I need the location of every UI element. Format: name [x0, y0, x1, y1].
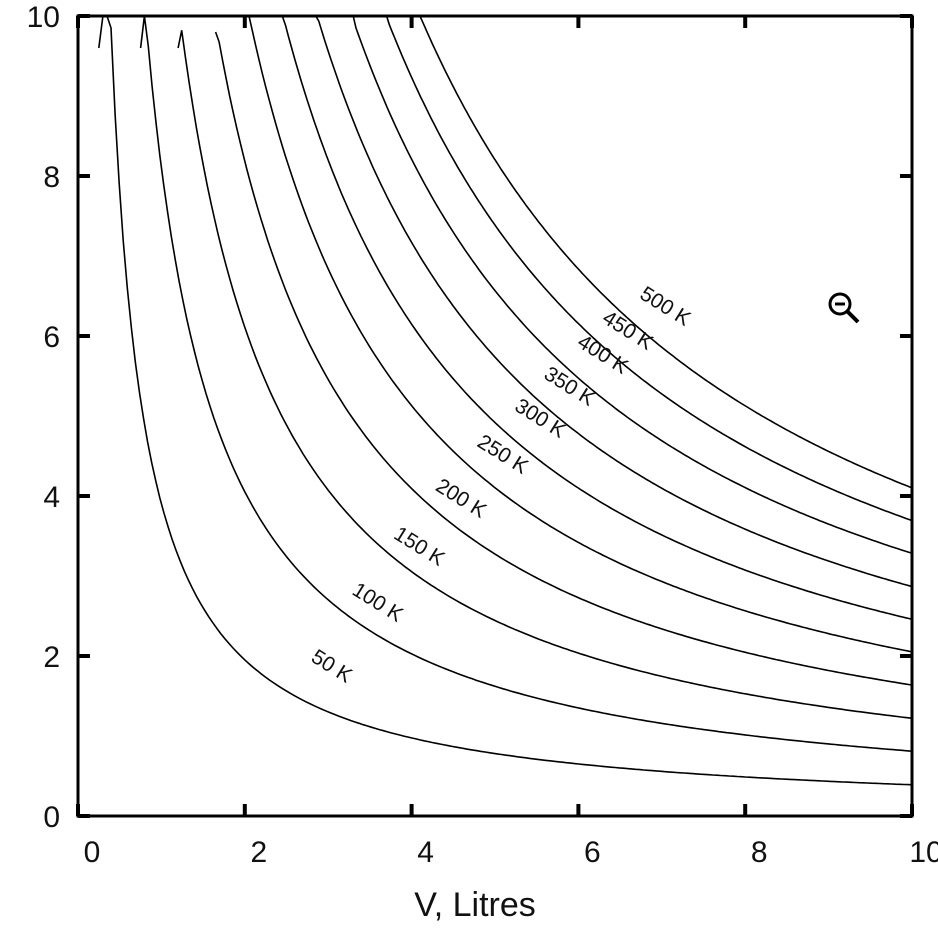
plot-frame [76, 14, 914, 818]
y-tick-label-6: 6 [43, 321, 60, 354]
isotherm-150k [177, 30, 913, 720]
isotherm-400k [352, 15, 913, 555]
tick-labels-layer: 0 2 4 6 8 10 0 2 4 6 8 10 [27, 1, 938, 869]
curve-label-50k: 50 K [307, 645, 356, 687]
curves-layer [98, 15, 913, 786]
isotherm-200k [214, 31, 913, 686]
zoom-out-icon[interactable] [828, 292, 860, 324]
curve-label-150k: 150 K [390, 522, 449, 571]
isotherm-350k [315, 15, 913, 588]
y-tick-label-0: 0 [43, 801, 60, 834]
x-tick-label-8: 8 [751, 836, 768, 869]
isotherm-450k [385, 15, 913, 522]
isotherm-50k [98, 15, 913, 786]
isotherm-500k [419, 15, 913, 489]
ticks-layer [76, 14, 914, 818]
curve-label-250k: 250 K [473, 430, 532, 479]
x-tick-label-6: 6 [584, 836, 601, 869]
y-tick-label-10: 10 [27, 1, 60, 34]
x-axis-title: V, Litres [414, 886, 536, 924]
y-tick-label-8: 8 [43, 161, 60, 194]
y-tick-label-4: 4 [43, 481, 60, 514]
x-tick-label-0: 0 [84, 836, 101, 869]
y-tick-label-2: 2 [43, 641, 60, 674]
isotherm-250k [248, 15, 913, 653]
curve-label-500k: 500 K [636, 282, 695, 331]
isotherm-100k [139, 15, 913, 752]
x-tick-label-4: 4 [417, 836, 434, 869]
x-tick-label-10: 10 [909, 836, 938, 869]
isotherm-300k [281, 15, 913, 621]
x-tick-label-2: 2 [250, 836, 267, 869]
curve-label-100k: 100 K [348, 578, 407, 627]
